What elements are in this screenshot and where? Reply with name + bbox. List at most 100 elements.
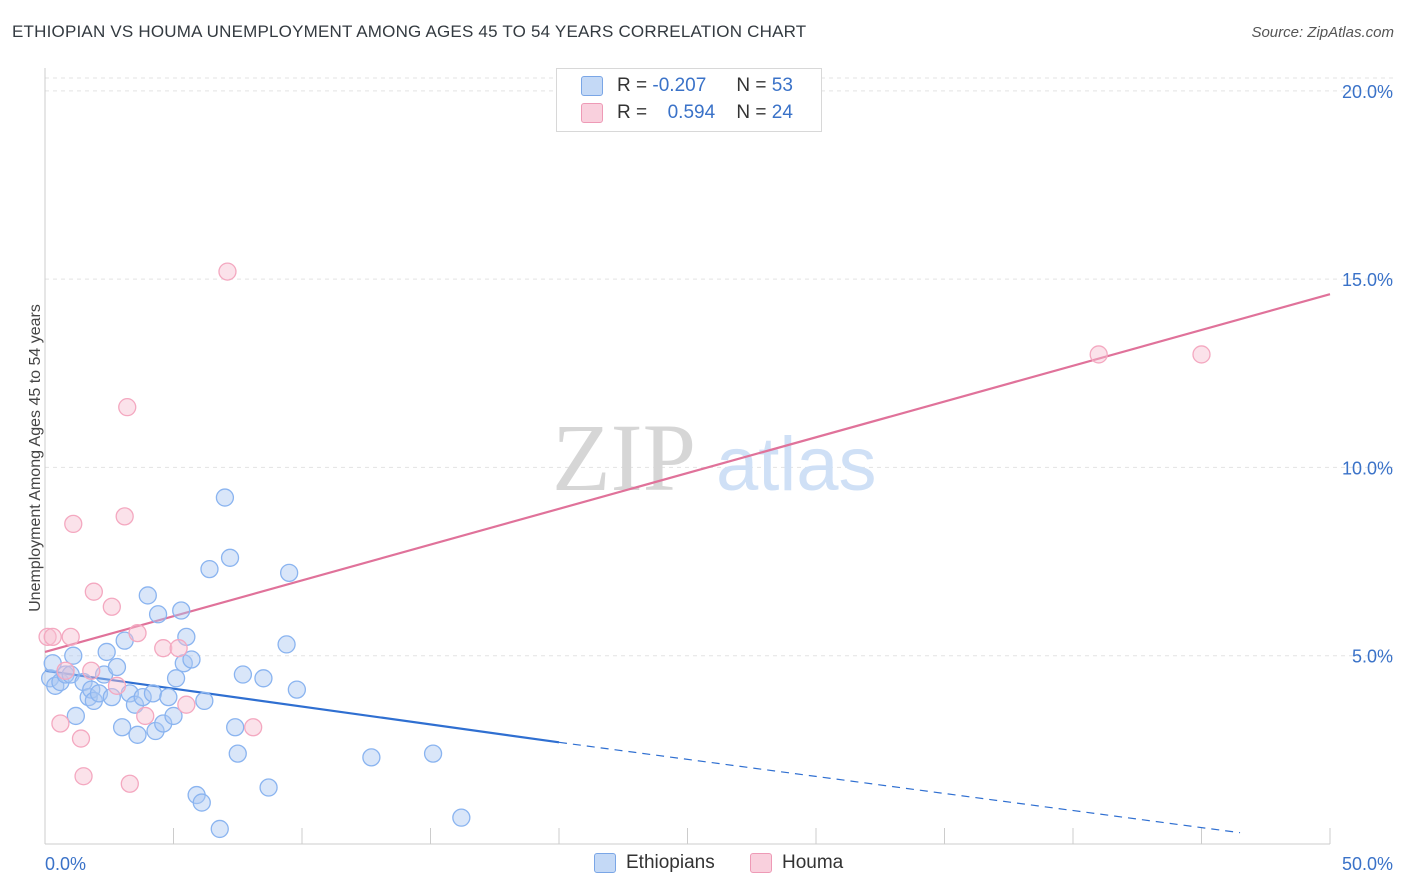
tick-labels: 5.0% 10.0% 15.0% 20.0% 0.0% 50.0% — [45, 82, 1393, 874]
ethiopians-point — [362, 748, 381, 767]
houma-point — [169, 639, 188, 658]
series-swatch-houma — [750, 853, 772, 873]
ethiopians-point — [200, 559, 219, 579]
houma-point — [1089, 345, 1108, 364]
houma-trend-line — [44, 293, 1331, 654]
ethiopians-point — [279, 563, 299, 583]
houma-point — [1192, 345, 1211, 364]
ethiopians-point — [154, 714, 173, 733]
legend-n-value: 24 — [771, 102, 793, 123]
series-legend: Ethiopians Houma — [0, 852, 1406, 878]
axes — [44, 68, 1331, 845]
houma-point — [120, 774, 139, 793]
ethiopians-point — [210, 819, 229, 839]
ethiopians-point — [226, 718, 245, 737]
x-tick-label-min: 0.0% — [45, 854, 86, 874]
ethiopians-point — [138, 586, 157, 605]
legend-r-value: 0.594 — [667, 102, 716, 123]
ethiopians-point — [143, 684, 163, 703]
stats-legend: R = -0.207 N = 53 R = 0.594 N = 24 — [556, 68, 822, 132]
legend-n-label: N = — [736, 75, 767, 96]
ethiopians-point — [66, 706, 85, 726]
legend-row-houma: R = 0.594 N = 24 — [581, 100, 793, 126]
houma-point — [61, 627, 80, 647]
ethiopians-point — [146, 721, 165, 741]
ethiopians-point — [102, 687, 121, 707]
legend-r-label: R = — [617, 102, 648, 123]
ethiopians-point — [148, 605, 168, 624]
data-points — [38, 262, 1211, 839]
legend-r-value: -0.207 — [652, 75, 707, 96]
ethiopians-point — [128, 725, 147, 744]
legend-r-label: R = — [617, 75, 648, 96]
ethiopians-point — [277, 635, 296, 654]
watermark-atlas: atlas — [716, 422, 877, 507]
ethiopians-point — [166, 669, 186, 688]
houma-point — [56, 661, 75, 680]
watermark-zip: ZIP — [552, 404, 696, 511]
y-tick-label: 5.0% — [1352, 647, 1393, 667]
trend-lines — [44, 293, 1331, 834]
ethiopians-point — [64, 646, 83, 665]
legend-swatch-houma — [581, 103, 603, 123]
houma-point — [136, 706, 155, 726]
legend-n-value: 53 — [771, 75, 793, 96]
houma-point — [177, 695, 196, 714]
houma-point — [218, 262, 237, 281]
source-label: Source: ZipAtlas.com — [1251, 24, 1394, 41]
ethiopians-point — [112, 718, 132, 737]
series-legend-ethiopians: Ethiopians — [594, 852, 715, 874]
ethiopians-point — [228, 744, 247, 763]
ethiopians-point — [125, 695, 145, 714]
y-tick-label: 15.0% — [1342, 270, 1393, 290]
houma-point — [64, 514, 83, 534]
ethiopians-point — [164, 706, 183, 726]
ethiopians-trend-extension — [558, 741, 1241, 834]
houma-point — [154, 639, 173, 658]
houma-point — [84, 582, 103, 601]
chart-title: ETHIOPIAN VS HOUMA UNEMPLOYMENT AMONG AG… — [12, 22, 807, 41]
grid-lines — [45, 77, 1395, 657]
series-name-ethiopians: Ethiopians — [626, 852, 715, 873]
legend-n-label: N = — [736, 102, 767, 123]
houma-point — [82, 661, 101, 680]
ethiopians-trend-line — [44, 669, 560, 744]
y-tick-label: 20.0% — [1342, 82, 1393, 102]
ethiopians-point — [182, 650, 201, 669]
houma-point — [115, 507, 134, 526]
houma-point — [38, 627, 57, 647]
houma-point — [102, 597, 121, 616]
houma-point — [107, 676, 127, 695]
ethiopians-point — [107, 657, 127, 677]
series-swatch-ethiopians — [594, 853, 616, 873]
legend-row-ethiopians: R = -0.207 N = 53 — [581, 73, 793, 99]
houma-point — [128, 623, 147, 643]
ethiopians-point — [452, 808, 471, 827]
legend-swatch-ethiopians — [581, 76, 603, 96]
houma-point — [244, 718, 263, 737]
ethiopians-point — [133, 687, 152, 707]
watermark: ZIP atlas — [552, 404, 877, 511]
ethiopians-point — [423, 744, 443, 763]
houma-point — [74, 767, 93, 786]
ethiopians-point — [172, 601, 191, 620]
houma-point — [43, 627, 62, 647]
ethiopians-point — [287, 680, 307, 699]
ethiopians-point — [159, 687, 178, 707]
ethiopians-point — [215, 488, 235, 507]
ethiopians-point — [254, 669, 273, 688]
ethiopians-point — [192, 793, 211, 812]
x-tick-label-max: 50.0% — [1342, 854, 1393, 874]
y-tick-label: 10.0% — [1342, 458, 1393, 478]
ethiopians-point — [97, 642, 116, 662]
ethiopians-point — [220, 548, 240, 567]
ethiopians-point — [233, 665, 253, 684]
houma-point — [71, 729, 91, 748]
houma-point — [51, 714, 70, 733]
series-name-houma: Houma — [782, 852, 844, 873]
series-legend-houma: Houma — [750, 852, 843, 874]
houma-point — [118, 398, 137, 417]
ethiopians-point — [259, 778, 278, 797]
ethiopians-point — [195, 691, 214, 711]
